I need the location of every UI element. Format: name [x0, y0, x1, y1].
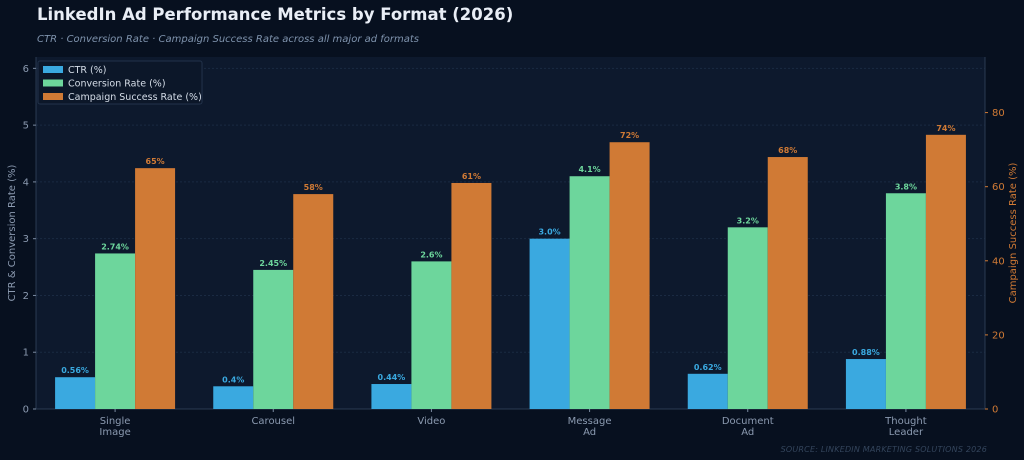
conversion-rate-value-label: 2.6%	[420, 250, 442, 259]
x-tick-label: Document	[722, 416, 774, 427]
ctr-value-label: 0.4%	[222, 375, 244, 384]
x-tick-label: Image	[99, 427, 130, 438]
campaign-success-value-label: 58%	[304, 183, 323, 192]
y-tick-label: 0	[23, 405, 29, 416]
ctr-bar	[213, 386, 254, 409]
campaign-success-value-label: 72%	[620, 131, 639, 140]
campaign-success-bar	[609, 142, 650, 409]
x-tick-label: Message	[568, 416, 612, 427]
source-note: SOURCE: LINKEDIN MARKETING SOLUTIONS 202…	[780, 445, 987, 454]
campaign-success-bar	[135, 168, 176, 409]
y2-tick-label: 40	[992, 256, 1005, 267]
legend	[37, 60, 203, 105]
y2-tick-label: 20	[992, 330, 1005, 341]
campaign-success-legend-label: Campaign Success Rate (%)	[68, 92, 202, 103]
ctr-legend-label: CTR (%)	[68, 65, 107, 76]
ctr-value-label: 0.62%	[694, 363, 722, 372]
campaign-success-legend-swatch	[43, 93, 63, 100]
conversion-rate-value-label: 3.2%	[737, 216, 759, 225]
campaign-success-value-label: 61%	[462, 172, 481, 181]
x-tick-label: Single	[100, 416, 131, 427]
campaign-success-bar	[925, 134, 966, 409]
conversion-rate-bar	[95, 253, 136, 409]
conversion-rate-value-label: 4.1%	[578, 165, 600, 174]
conversion-rate-bar	[569, 176, 610, 409]
ctr-bar	[371, 384, 412, 409]
conversion-rate-bar	[253, 269, 294, 409]
chart-title: LinkedIn Ad Performance Metrics by Forma…	[37, 5, 514, 24]
conversion-rate-value-label: 2.74%	[101, 242, 129, 251]
x-tick-label: Leader	[889, 427, 924, 438]
campaign-success-value-label: 68%	[778, 146, 797, 155]
ctr-bar	[845, 359, 886, 409]
y-tick-label: 5	[23, 121, 29, 132]
y2-axis-title: Campaign Success Rate (%)	[1008, 163, 1019, 304]
ctr-bar	[55, 377, 96, 409]
campaign-success-bar	[451, 182, 492, 409]
ctr-value-label: 0.88%	[852, 348, 880, 357]
y-tick-label: 1	[23, 348, 29, 359]
x-tick-label: Ad	[741, 427, 754, 438]
ctr-bar	[529, 238, 570, 409]
ctr-value-label: 0.56%	[61, 366, 89, 375]
conversion-rate-legend-label: Conversion Rate (%)	[68, 79, 166, 90]
conversion-rate-bar	[411, 261, 452, 409]
conversion-rate-value-label: 3.8%	[895, 182, 917, 191]
ctr-legend-swatch	[43, 66, 63, 73]
y2-tick-label: 80	[992, 108, 1005, 119]
x-tick-label: Carousel	[251, 416, 295, 427]
conversion-rate-bar	[885, 193, 926, 409]
conversion-rate-value-label: 2.45%	[259, 259, 287, 268]
ctr-bar	[687, 373, 728, 409]
campaign-success-bar	[767, 157, 808, 409]
x-tick-label: Ad	[583, 427, 596, 438]
x-tick-label: Video	[417, 416, 445, 427]
y-tick-label: 2	[23, 291, 29, 302]
y-tick-label: 3	[23, 234, 29, 245]
campaign-success-value-label: 65%	[146, 157, 165, 166]
y-tick-label: 4	[23, 177, 29, 188]
chart-subtitle: CTR · Conversion Rate · Campaign Success…	[37, 34, 420, 45]
y2-tick-label: 60	[992, 182, 1005, 193]
campaign-success-value-label: 74%	[936, 124, 955, 133]
campaign-success-bar	[293, 194, 334, 409]
y-axis-title: CTR & Conversion Rate (%)	[7, 164, 18, 301]
ctr-value-label: 0.44%	[378, 373, 406, 382]
plot-area	[36, 57, 985, 409]
x-tick-label: Thought	[884, 416, 927, 427]
conversion-rate-bar	[727, 227, 768, 409]
conversion-rate-legend-swatch	[43, 79, 63, 87]
y2-tick-label: 0	[992, 405, 998, 416]
y-tick-label: 6	[23, 64, 29, 75]
ctr-value-label: 3.0%	[538, 228, 560, 237]
